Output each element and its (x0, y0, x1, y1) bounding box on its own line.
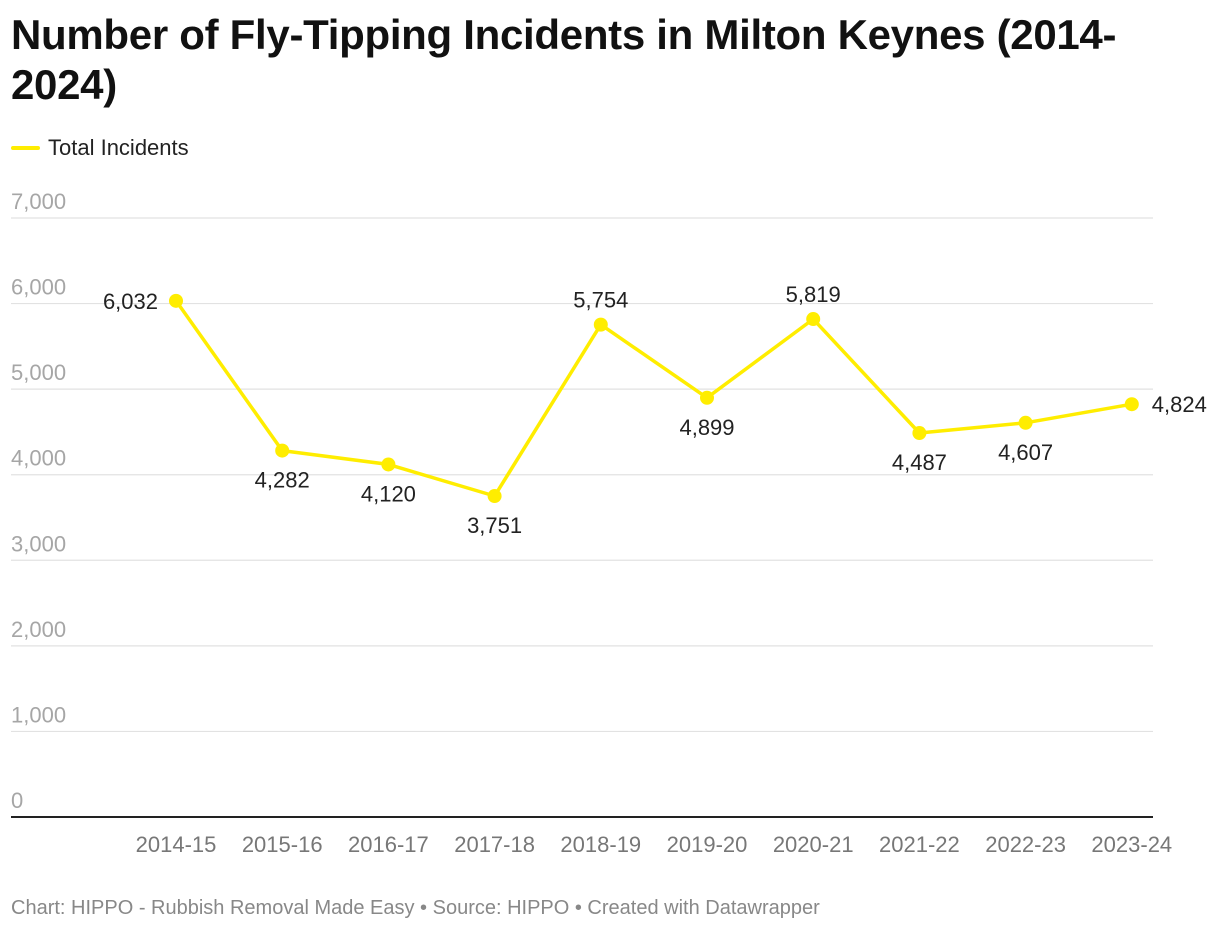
data-label-2016-17: 4,120 (361, 481, 416, 506)
data-points (169, 293, 1139, 504)
chart-footer: Chart: HIPPO - Rubbish Removal Made Easy… (11, 897, 820, 919)
y-axis-tick-labels: 0 1,000 2,000 3,000 4,000 5,000 6,000 7,000 (11, 189, 66, 813)
y-tick-label-4000: 4,000 (11, 446, 66, 471)
gridlines (11, 217, 1153, 733)
data-labels: 6,032 4,282 4,120 3,751 5,754 4,899 5,819 4,487… (103, 282, 1207, 538)
data-label-2022-23: 4,607 (998, 440, 1053, 465)
legend-label-total-incidents: Total Incidents (48, 135, 189, 160)
legend: Total Incidents (11, 134, 189, 162)
data-label-2014-15: 6,032 (103, 289, 158, 314)
y-tick-label-5000: 5,000 (11, 360, 66, 385)
data-point-2020-21 (806, 312, 821, 327)
data-label-2017-18: 3,751 (467, 513, 522, 538)
x-tick-label-2016-17: 2016-17 (348, 832, 429, 857)
data-point-2021-22 (912, 426, 927, 441)
y-tick-label-1000: 1,000 (11, 702, 66, 727)
y-tick-label-3000: 3,000 (11, 531, 66, 556)
x-tick-label-2020-21: 2020-21 (773, 832, 854, 857)
y-tick-label-7000: 7,000 (11, 189, 66, 214)
data-point-2014-15 (169, 293, 183, 308)
data-point-2023-24 (1124, 397, 1139, 412)
y-tick-label-0: 0 (11, 788, 23, 813)
data-label-2020-21: 5,819 (786, 282, 841, 307)
data-point-2022-23 (1018, 415, 1033, 430)
y-tick-label-2000: 2,000 (11, 617, 66, 642)
chart-title: Number of Fly-Tipping Incidents in Milto… (11, 11, 1117, 108)
data-point-2018-19 (593, 317, 608, 332)
x-tick-label-2023-24: 2023-24 (1091, 832, 1172, 857)
x-tick-label-2015-16: 2015-16 (242, 832, 323, 857)
y-tick-label-6000: 6,000 (11, 275, 66, 300)
x-tick-label-2018-19: 2018-19 (560, 832, 641, 857)
data-label-2023-24: 4,824 (1152, 392, 1207, 417)
x-tick-label-2021-22: 2021-22 (879, 832, 960, 857)
x-tick-label-2019-20: 2019-20 (667, 832, 748, 857)
data-point-2019-20 (700, 390, 714, 405)
data-label-2018-19: 5,754 (573, 288, 628, 313)
x-tick-label-2014-15: 2014-15 (136, 832, 217, 857)
x-tick-label-2017-18: 2017-18 (454, 832, 535, 857)
legend-swatch-total-incidents (11, 146, 40, 150)
data-label-2015-16: 4,282 (255, 468, 310, 493)
data-point-2016-17 (381, 457, 396, 472)
x-axis-tick-labels: 2014-15 2015-16 2016-17 2017-18 2018-19 2019-… (136, 832, 1173, 857)
x-tick-label-2022-23: 2022-23 (985, 832, 1066, 857)
data-label-2019-20: 4,899 (679, 415, 734, 440)
data-point-2017-18 (487, 489, 502, 504)
data-point-2015-16 (275, 443, 290, 458)
data-label-2021-22: 4,487 (892, 450, 947, 475)
series-line-total-incidents (174, 299, 1134, 498)
